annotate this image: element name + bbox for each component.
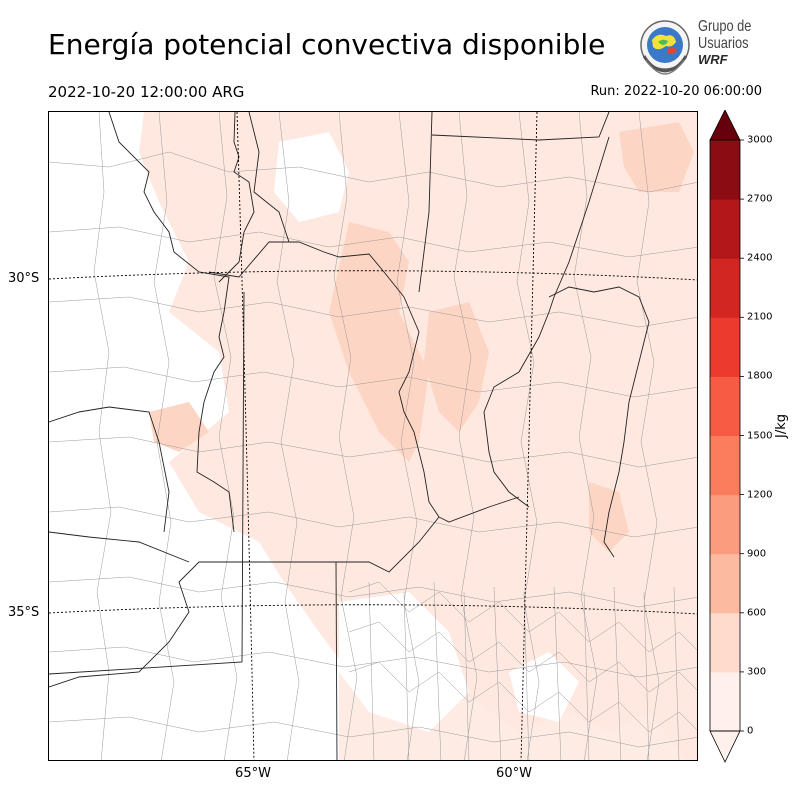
colorbar-band [710, 317, 740, 377]
colorbar-tick-label: 2100 [747, 311, 773, 323]
colorbar-unit-label: J/kg [774, 414, 789, 438]
latitude-label-35s: 35°S [8, 605, 40, 620]
colorbar-tick-label: 1500 [747, 430, 773, 441]
run-time-label: Run: 2022-10-20 06:00:00 [590, 84, 762, 99]
cape-map [48, 111, 698, 761]
colorbar-tick-label: 900 [747, 548, 767, 560]
colorbar-band [710, 494, 740, 555]
department-boundaries [49, 112, 697, 760]
colorbar-band [710, 612, 740, 673]
colorbar-tick-label: 0 [747, 725, 754, 737]
colorbar-tick-label: 1200 [747, 489, 773, 501]
colorbar-tick-label: 600 [747, 607, 767, 619]
colorbar-tick-label: 3000 [747, 134, 773, 146]
latitude-label-30s: 30°S [8, 271, 40, 286]
cape-shading-medium-2 [424, 302, 489, 432]
map-canvas [49, 112, 697, 760]
globe-seal-icon [640, 20, 690, 75]
longitude-label-65w: 65°W [235, 766, 271, 781]
page-title: Energía potencial convectiva disponible [48, 28, 606, 61]
cape-shading-medium-3 [619, 122, 694, 192]
valid-time-label: 2022-10-20 12:00:00 ARG [48, 83, 245, 101]
colorbar-tick-label: 1800 [747, 370, 773, 382]
colorbar-extend-max [709, 110, 741, 141]
wrf-group-logo: Grupo de Usuarios WRF [636, 16, 766, 76]
logo-text-line1: Grupo de [698, 18, 752, 35]
colorbar-band [710, 671, 740, 732]
cape-shading-medium-5 [589, 482, 629, 552]
logo-text-line3: WRF [698, 52, 728, 67]
colorbar-band [710, 258, 740, 318]
colorbar-band [710, 199, 740, 259]
logo-text-line2: Usuarios [698, 35, 749, 52]
colorbar-band [710, 553, 740, 614]
cape-gap-sw [339, 592, 469, 732]
cape-shading-medium-4 [149, 402, 209, 452]
colorbar [709, 110, 744, 763]
graticule [49, 112, 697, 760]
cape-gap-north [274, 132, 349, 222]
cape-shading-medium-1 [329, 222, 429, 462]
colorbar-tick-label: 300 [747, 666, 767, 678]
longitude-label-60w: 60°W [496, 766, 532, 781]
colorbar-extend-min [709, 730, 741, 763]
colorbar-band [710, 140, 740, 200]
province-boundaries [49, 112, 650, 760]
colorbar-tick-label: 2400 [747, 252, 773, 264]
colorbar-band [710, 376, 740, 436]
colorbar-tick-label: 2700 [747, 193, 773, 205]
colorbar-band [710, 435, 740, 496]
